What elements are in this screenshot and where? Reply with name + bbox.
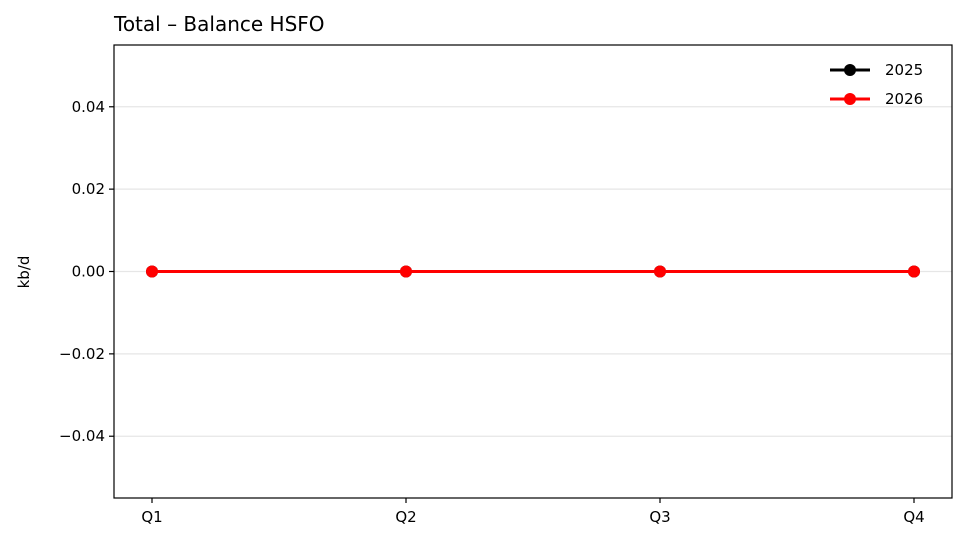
y-axis-ticks: −0.04 −0.02 0.00 0.02 0.04 bbox=[59, 98, 114, 445]
x-tick-label: Q1 bbox=[141, 508, 162, 526]
y-tick-label: −0.04 bbox=[59, 427, 105, 445]
data-point bbox=[400, 265, 412, 278]
y-tick-label: −0.02 bbox=[59, 345, 105, 363]
data-point bbox=[146, 265, 158, 278]
legend-item: 2026 bbox=[830, 90, 923, 108]
legend-marker bbox=[844, 93, 856, 105]
x-tick-label: Q2 bbox=[395, 508, 416, 526]
x-tick-label: Q3 bbox=[649, 508, 670, 526]
x-axis-ticks: Q1 Q2 Q3 Q4 bbox=[141, 498, 925, 526]
legend-label: 2025 bbox=[885, 61, 923, 79]
legend-marker bbox=[844, 64, 856, 76]
series-lines bbox=[146, 265, 920, 278]
legend: 2025 2026 bbox=[830, 61, 923, 108]
series-2026 bbox=[146, 265, 920, 278]
y-axis-label: kb/d bbox=[15, 256, 33, 289]
legend-label: 2026 bbox=[885, 90, 923, 108]
x-tick-label: Q4 bbox=[903, 508, 924, 526]
data-point bbox=[908, 265, 920, 278]
y-tick-label: 0.04 bbox=[72, 98, 105, 116]
y-tick-label: 0.02 bbox=[72, 180, 105, 198]
chart-title: Total – Balance HSFO bbox=[113, 12, 325, 36]
y-tick-label: 0.00 bbox=[72, 263, 105, 281]
legend-item: 2025 bbox=[830, 61, 923, 79]
data-point bbox=[654, 265, 666, 278]
